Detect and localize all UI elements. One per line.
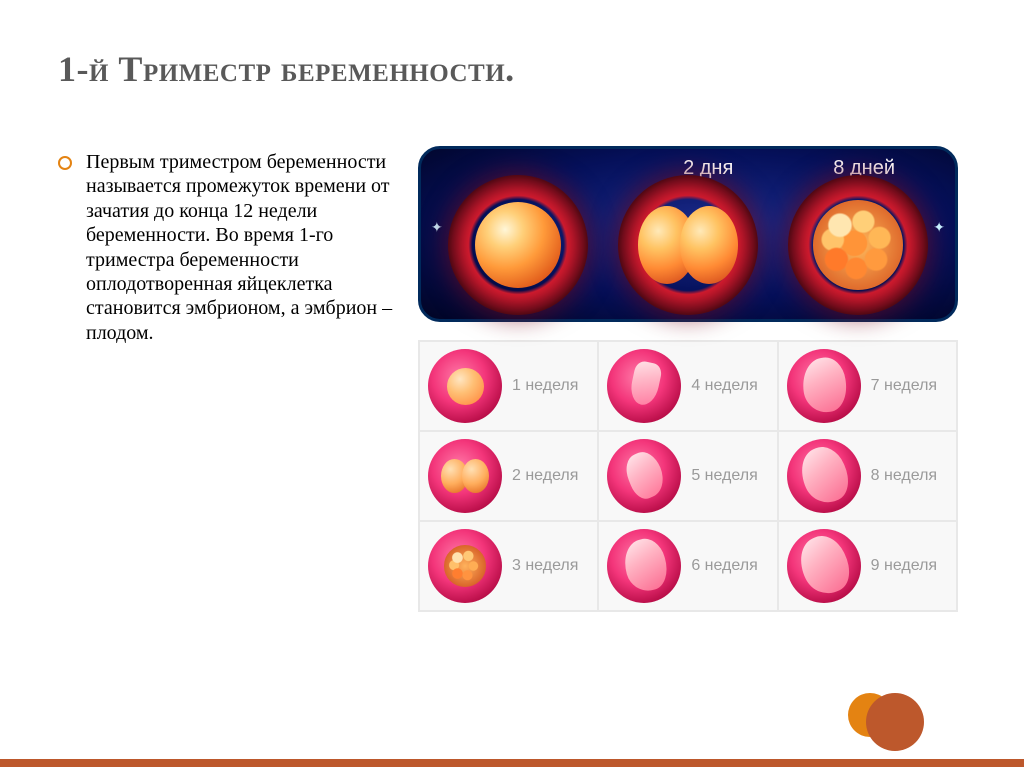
- embryo-week2-icon: [428, 439, 502, 513]
- body-paragraph: Первым триместром беременности называетс…: [86, 150, 398, 345]
- blastocyst-core-icon: [813, 200, 903, 290]
- week-cell: 4 неделя: [598, 341, 777, 431]
- embryo-week9-icon: [787, 529, 861, 603]
- embryo-week5-icon: [607, 439, 681, 513]
- week-cell: 3 неделя: [419, 521, 598, 611]
- weeks-grid: 1 неделя 4 неделя 7 неделя 2 неделя 5 не…: [418, 340, 958, 612]
- week-label: 4 неделя: [691, 377, 757, 395]
- embryo-week8-icon: [787, 439, 861, 513]
- week-label: 3 неделя: [512, 557, 578, 575]
- bullet-item: Первым триместром беременности называетс…: [58, 150, 398, 345]
- embryo-week1-icon: [428, 349, 502, 423]
- week-label: 5 неделя: [691, 467, 757, 485]
- figure-column: 2 дня 8 дней: [418, 146, 966, 612]
- week-cell: 1 неделя: [419, 341, 598, 431]
- embryo-week3-icon: [428, 529, 502, 603]
- week-label: 2 неделя: [512, 467, 578, 485]
- week-cell: 5 неделя: [598, 431, 777, 521]
- slide-title: 1-й Триместр беременности.: [58, 48, 966, 90]
- early-days-panel: 2 дня 8 дней: [418, 146, 958, 322]
- week-cell: 2 неделя: [419, 431, 598, 521]
- cell-core-icon: [680, 206, 739, 284]
- accent-circle-large-icon: [866, 693, 924, 751]
- text-column: Первым триместром беременности называетс…: [58, 146, 398, 345]
- week-cell: 6 неделя: [598, 521, 777, 611]
- cell-core-icon: [475, 202, 562, 289]
- egg-blastocyst: [788, 175, 928, 315]
- slide: 1-й Триместр беременности. Первым тримес…: [0, 0, 1024, 767]
- embryo-week6-icon: [607, 529, 681, 603]
- week-cell: 7 неделя: [778, 341, 957, 431]
- accent-bar: [0, 759, 1024, 767]
- embryo-week7-icon: [787, 349, 861, 423]
- egg-two-cell: [618, 175, 758, 315]
- week-label: 7 неделя: [871, 377, 937, 395]
- week-cell: 9 неделя: [778, 521, 957, 611]
- week-cell: 8 неделя: [778, 431, 957, 521]
- content-row: Первым триместром беременности называетс…: [58, 146, 966, 612]
- week-label: 8 неделя: [871, 467, 937, 485]
- embryo-week4-icon: [607, 349, 681, 423]
- week-label: 9 неделя: [871, 557, 937, 575]
- bullet-ring-icon: [58, 156, 72, 170]
- egg-single-cell: [448, 175, 588, 315]
- week-label: 6 неделя: [691, 557, 757, 575]
- week-label: 1 неделя: [512, 377, 578, 395]
